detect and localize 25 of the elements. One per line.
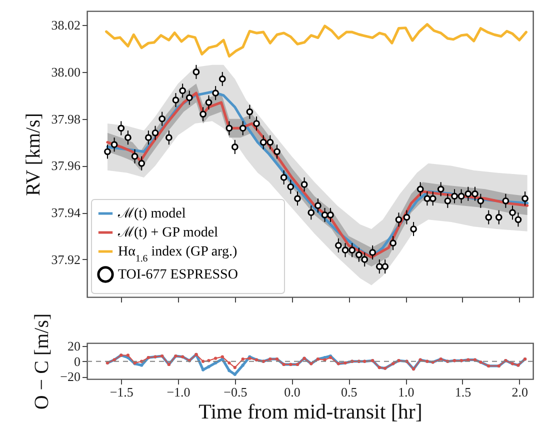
x-tick-label: 1.5 — [454, 384, 472, 400]
legend-label: TOI-677 ESPRESSO — [118, 268, 238, 282]
y-tick-label: 38.02 — [51, 18, 80, 33]
y-tick-label: 0 — [74, 354, 80, 369]
y-axis-title: RV [km/s] — [22, 112, 44, 196]
x-tick-label: 0.5 — [341, 384, 358, 400]
y-tick-label: 37.96 — [51, 158, 81, 174]
x-axis-title: Time from mid-transit [hr] — [198, 400, 422, 423]
y-tick-label: 37.94 — [51, 205, 81, 220]
x-tick-label: −1.5 — [110, 384, 134, 400]
y-tick-label: 20 — [68, 338, 80, 354]
x-tick-label: −0.5 — [224, 384, 248, 400]
y-tick-label: 37.92 — [51, 252, 80, 267]
x-tick-label: 1.0 — [398, 384, 414, 400]
x-tick-label: 2.0 — [512, 384, 528, 400]
y-tick-label: 37.98 — [51, 111, 80, 126]
y-tick-label: −20 — [60, 369, 80, 384]
x-tick-label: −1.0 — [166, 384, 190, 400]
y-tick-label: 38.00 — [51, 64, 80, 80]
legend-label: Hα$_{1.6}$ index (GP arg.) — [118, 244, 238, 264]
legend-label: ℳ(t) + GP model — [117, 226, 218, 240]
x-tick-label: 0.0 — [284, 384, 300, 400]
legend-label: ℳ(t) model — [117, 206, 186, 222]
line-series — [105, 23, 528, 58]
y-axis-title: O − C [m/s] — [31, 313, 54, 410]
